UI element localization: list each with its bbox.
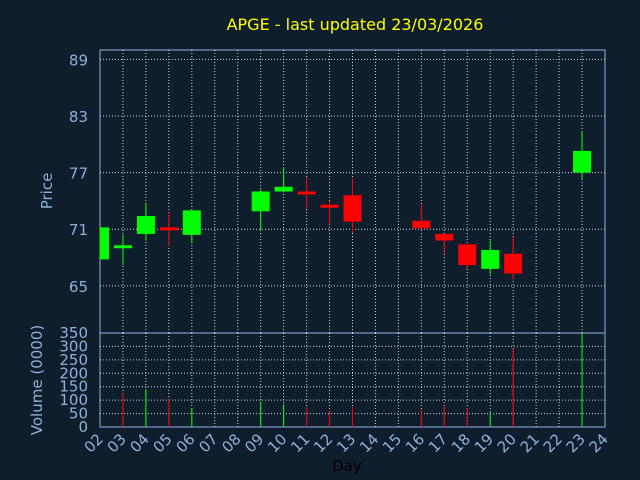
candle-body	[297, 191, 316, 195]
price-y-ticks: 65 71 77 83 89	[69, 51, 88, 295]
price-tick-label: 83	[69, 108, 88, 126]
volume-tick-label: 350	[59, 324, 88, 342]
volume-tick-label: 0	[78, 418, 88, 436]
candle-body	[320, 204, 339, 208]
candle-body	[274, 186, 293, 192]
candle-body	[435, 233, 454, 241]
volume-tick-label: 300	[59, 337, 88, 355]
price-tick-label: 89	[69, 51, 88, 69]
volume-tick-label: 100	[59, 391, 88, 409]
volume-tick-label: 50	[69, 405, 88, 423]
price-axis-label: Price	[38, 173, 56, 210]
x-ticks: 0203040506070809101112131415161718192021…	[81, 430, 612, 456]
candle-body	[343, 195, 362, 222]
candle-body	[136, 216, 155, 234]
volume-tick-label: 200	[59, 364, 88, 382]
candle-body	[412, 220, 431, 229]
candle-body	[113, 245, 132, 249]
candle-body	[458, 244, 477, 266]
candle-body	[159, 227, 178, 231]
candle-body	[251, 191, 270, 212]
volume-bars	[122, 333, 583, 427]
candle-body	[100, 227, 109, 260]
candle-body	[573, 150, 592, 173]
volume-tick-label: 250	[59, 351, 88, 369]
price-tick-label: 71	[69, 221, 88, 239]
x-axis-label: Day	[332, 457, 362, 475]
volume-tick-label: 150	[59, 378, 88, 396]
candle-body	[182, 210, 201, 235]
candle-body	[504, 253, 523, 274]
x-tick-label: 24	[586, 430, 612, 456]
chart-title: APGE - last updated 23/03/2026	[227, 15, 484, 34]
volume-axis-label: Volume (0000)	[28, 325, 46, 435]
price-tick-label: 77	[69, 165, 88, 183]
price-tick-label: 65	[69, 278, 88, 296]
candles	[99, 131, 592, 280]
candle-body	[481, 249, 500, 269]
